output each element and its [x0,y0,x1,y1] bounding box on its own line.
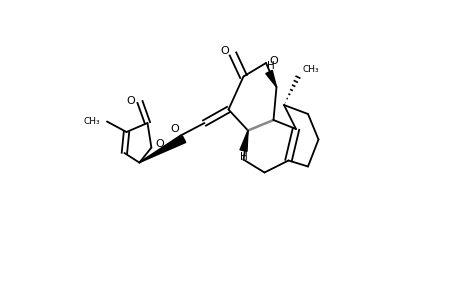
Text: O: O [155,139,164,149]
Text: O: O [269,56,277,67]
Polygon shape [265,70,276,87]
Text: O: O [126,95,135,106]
Text: H: H [266,61,274,71]
Text: O: O [170,124,179,134]
Text: H: H [239,152,247,162]
Polygon shape [240,130,247,152]
Text: O: O [220,46,229,56]
Polygon shape [139,136,185,163]
Text: CH₃: CH₃ [302,65,319,74]
Text: CH₃: CH₃ [84,117,100,126]
